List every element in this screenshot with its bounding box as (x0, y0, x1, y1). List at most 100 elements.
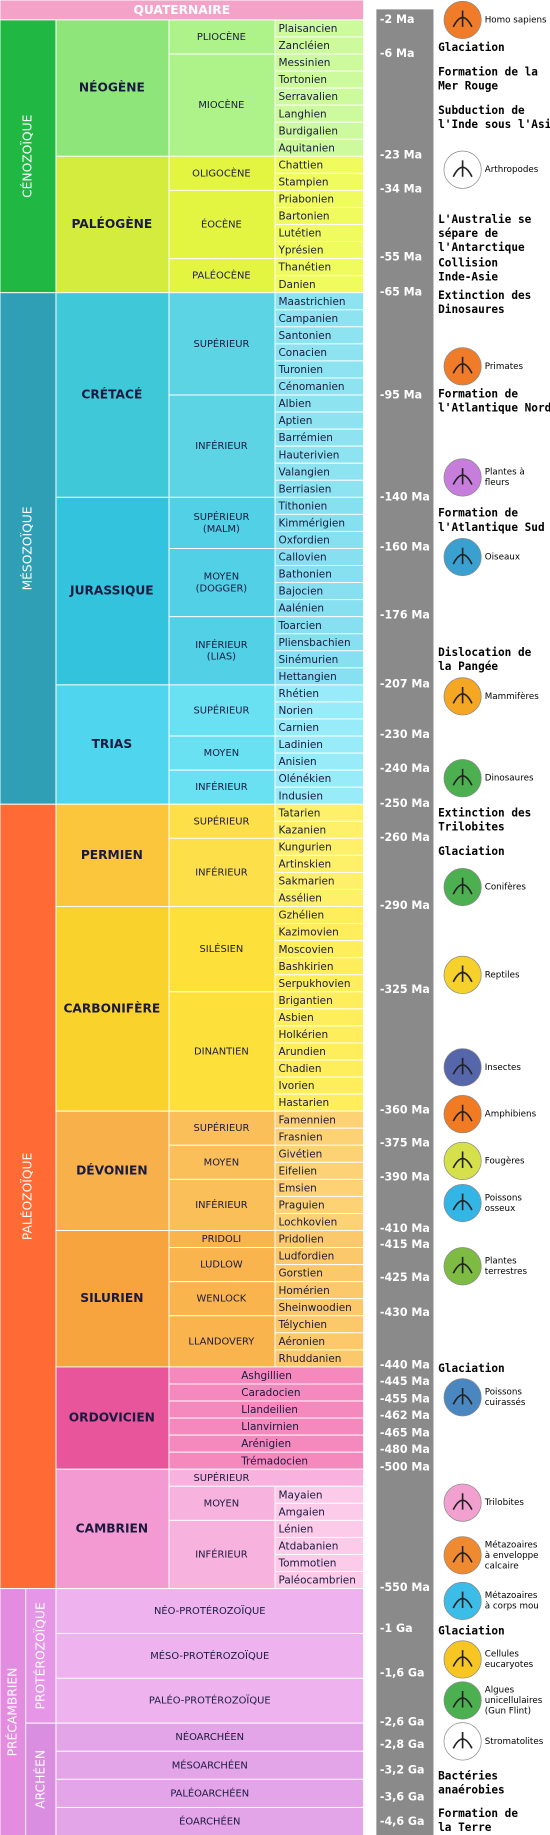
stage-label: Asbien (278, 1012, 313, 1024)
stage-label: Gzhélien (278, 910, 324, 922)
fossil-caption: Dinosaures (485, 774, 534, 784)
stage-label: Arénigien (241, 1438, 291, 1450)
age-label: -3,2 Ga (380, 1764, 425, 1777)
stage-label: Ladinien (278, 739, 322, 751)
period-cell (55, 803, 170, 908)
period-cell (55, 1468, 170, 1590)
epoch-cell (168, 189, 276, 260)
epoch-label: (MALM) (203, 524, 240, 535)
fossil-caption: Amphibiens (485, 1110, 537, 1120)
fossil-caption: cuirassés (485, 1397, 526, 1408)
epoch-label: (LIAS) (207, 652, 236, 663)
stage-label: Givétien (278, 1148, 322, 1160)
stage-label: Priabonien (278, 194, 333, 206)
stage-label: Emsien (278, 1182, 316, 1194)
stage-label: Kazanien (278, 824, 326, 836)
stage-label: Valangien (278, 466, 329, 478)
stage-label: Ludfordien (278, 1251, 334, 1263)
division-label: MÉSOARCHÉEN (172, 1758, 248, 1771)
era-cell (0, 292, 57, 805)
age-label: -2,8 Ga (380, 1738, 425, 1751)
age-label: -95 Ma (380, 389, 422, 402)
epoch-cell (168, 496, 276, 549)
period-label: CAMBRIEN (76, 1521, 148, 1535)
fossil-caption: Stromatolites (485, 1737, 544, 1747)
fossil-caption: fleurs (485, 478, 510, 488)
fossil-caption: Homo sapiens (485, 15, 547, 25)
stage-label: Hettangien (278, 671, 336, 683)
age-label: -375 Ma (380, 1136, 430, 1149)
era-cell (0, 803, 57, 1590)
stage-label: Bathonien (278, 569, 331, 581)
stage-label: Campanien (278, 313, 338, 325)
period-label: CARBONIFÈRE (63, 1000, 160, 1015)
fossil-caption: Poissons (485, 1388, 523, 1398)
fossil-caption: Fougères (485, 1155, 525, 1166)
stage-label: Cénomanien (278, 381, 344, 393)
stage-label: Indusien (278, 790, 322, 802)
fossil-glyph (452, 1387, 473, 1405)
epoch-cell (168, 258, 276, 294)
epoch-label: INFÉRIEUR (195, 1198, 247, 1211)
stage-label: Homérien (278, 1285, 329, 1297)
stage-label: Bashkirien (278, 961, 333, 973)
division-label: NÉO-PROTÉROZOÏQUE (154, 1604, 266, 1617)
period-label: PALÉOGÈNE (71, 216, 152, 231)
stage-label: Amgaien (278, 1506, 324, 1518)
stage-label: Santonien (278, 330, 331, 342)
event-text: anaérobies (438, 1784, 505, 1797)
stage-label: Artinskien (278, 858, 331, 870)
fossil-caption: calcaire (485, 1561, 519, 1571)
period-cell (55, 1230, 170, 1368)
age-label: -250 Ma (380, 797, 430, 810)
stage-label: Serpukhovien (278, 978, 350, 990)
age-label: -6 Ma (380, 47, 415, 60)
fossil-glyph (452, 1545, 473, 1563)
age-label: -1,6 Ga (380, 1666, 425, 1679)
age-label: -455 Ma (380, 1393, 430, 1406)
epoch-label: INFÉRIEUR (195, 439, 247, 452)
stage-label: Danien (278, 279, 315, 291)
fossil-caption: Mammifères (485, 691, 540, 702)
stage-label: Aquitanien (278, 142, 334, 154)
period-label: JURASSIQUE (69, 584, 154, 598)
stage-label: Chadien (278, 1063, 321, 1075)
epoch-label: MOYEN (204, 1498, 239, 1509)
epoch-label: LLANDOVERY (188, 1336, 255, 1347)
epoch-cell (168, 1110, 276, 1146)
age-bar (376, 9, 434, 1835)
epoch-label: MOYEN (204, 1157, 239, 1168)
fossil-caption: Reptiles (485, 970, 520, 980)
stage-label: Hauterivien (278, 449, 339, 461)
age-label: -360 Ma (380, 1104, 430, 1117)
fossil-glyph (452, 1057, 473, 1075)
fossil-caption: eucaryotes (485, 1660, 534, 1670)
age-label: -240 Ma (380, 762, 430, 775)
stage-label: Aptien (278, 415, 312, 427)
event-text: Formation de (438, 387, 518, 400)
event-text: Glaciation (438, 1624, 505, 1637)
stage-label: Arundien (278, 1046, 325, 1058)
fossil-glyph (452, 160, 473, 178)
period-label: SILURIEN (80, 1291, 143, 1305)
stage-label: Frasnien (278, 1131, 322, 1143)
period-label: CRÉTACÉ (81, 386, 142, 401)
fossil-caption: unicellulaires (485, 1696, 543, 1706)
fossil-glyph (452, 547, 473, 565)
epoch-cell (168, 53, 276, 157)
event-text: Dinosaures (438, 303, 505, 316)
stage-label: Toarcien (277, 620, 321, 632)
event-text: Bactéries (438, 1769, 498, 1782)
fossil-caption: osseux (485, 1204, 516, 1214)
age-label: -55 Ma (380, 250, 422, 263)
division-cell (55, 1588, 365, 1634)
fossil-caption: Métazoaires (485, 1590, 538, 1601)
stage-label: Turonien (277, 364, 323, 376)
event-text: l'Atlantique Sud (438, 521, 544, 534)
stage-label: Callovien (278, 552, 326, 564)
stage-label: Sakmarien (278, 876, 334, 888)
stage-label: Bartonien (278, 211, 329, 223)
epoch-label: SILÉSIEN (200, 942, 244, 955)
stage-label: Messinien (278, 57, 330, 69)
fossil-glyph (452, 686, 473, 704)
